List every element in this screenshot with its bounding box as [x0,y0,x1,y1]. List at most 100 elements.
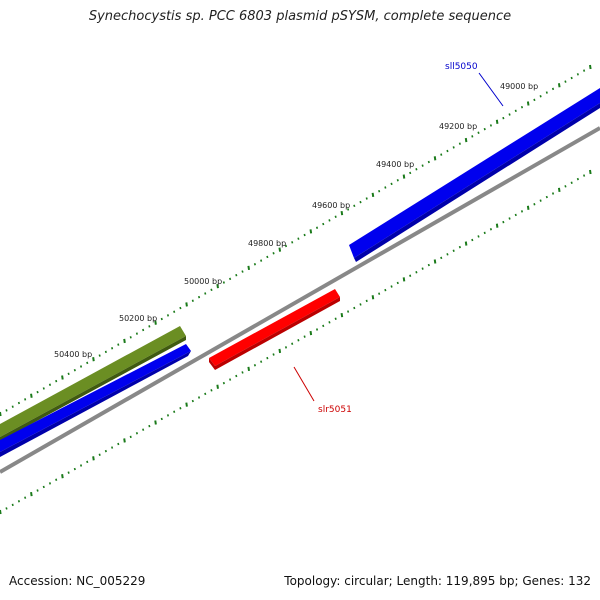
tick-mark [458,245,461,249]
tick-mark [104,449,107,453]
tick-mark [204,392,207,396]
tick-mark [297,237,300,240]
tick-mark [5,409,8,412]
tick-mark [526,205,530,210]
tick-mark [30,491,33,497]
tick-mark [117,442,120,446]
tick-mark [210,389,213,392]
tick-mark [471,238,474,242]
tick-mark [247,366,251,371]
tick-mark [359,303,362,306]
tick-mark [123,338,126,344]
tick-mark [229,277,232,281]
tick-label: 49200 bp [439,122,477,131]
tick-mark [471,135,474,138]
tick-mark [229,378,232,381]
ruler-labels: 49000 bp 49200 bp 49400 bp 49600 bp 4980… [54,82,538,359]
tick-mark [520,210,524,213]
tick-label: 49000 bp [500,82,538,91]
tick-mark [247,265,251,271]
tick-mark [210,288,213,292]
tick-mark [446,253,449,256]
tick-mark [564,80,567,83]
topology-summary: Topology: circular; Length: 119,895 bp; … [284,574,591,588]
tick-mark [533,98,536,102]
tick-mark [353,306,356,310]
tick-mark [241,270,244,273]
tick-mark [148,325,151,328]
tick-mark [384,288,387,292]
gene-name: slr5051 [318,405,352,415]
tick-mark [371,192,375,197]
tick-mark [402,277,406,282]
tick-mark [557,187,561,193]
tick-label: 49400 bp [376,160,414,169]
tick-label: 50400 bp [54,350,92,359]
tick-mark [322,222,325,226]
tick-mark [241,371,244,374]
tick-mark [253,263,256,266]
tick-mark [334,317,337,320]
tick-mark [197,295,201,299]
tick-mark [98,453,101,456]
tick-mark [328,321,331,324]
tick-mark [409,274,412,278]
tick-mark [483,127,486,131]
tick-mark [111,446,114,449]
tick-mark [11,405,14,408]
tick-mark [514,109,517,113]
gene-name: sll5050 [445,62,478,72]
tick-mark [526,101,530,106]
tick-mark [440,153,443,156]
tick-mark [129,336,132,339]
tick-mark [61,474,64,479]
tick-mark [508,217,511,220]
tick-mark [539,94,542,98]
tick-mark [359,200,362,204]
tick-mark [433,156,437,161]
accession-text: Accession: NC_005229 [9,574,146,588]
tick-mark [315,226,319,229]
tick-mark [303,335,306,338]
tick-mark [79,464,83,467]
gene-label-sll5050: sll5050 [445,62,504,107]
feature-blue-left [0,344,191,457]
tick-mark [86,460,89,464]
tick-mark [353,204,356,208]
tick-mark [235,273,238,277]
tick-mark [104,350,107,354]
tick-mark [297,338,300,342]
tick-mark [123,438,126,443]
tick-mark [390,182,393,186]
tick-mark [334,215,337,218]
tick-mark [98,354,101,357]
tick-mark [347,208,350,211]
tick-mark [557,83,561,88]
tick-mark [166,414,170,417]
tick-mark [160,417,163,421]
tick-mark [340,313,344,318]
tick-mark [11,503,14,507]
tick-mark [61,375,64,380]
tick-mark [378,189,381,193]
tick-mark [67,372,70,376]
tick-mark [421,267,424,270]
tick-mark [489,228,492,231]
tick-mark [502,116,505,120]
tick-mark [495,119,499,124]
tick-mark [440,256,443,260]
tick-mark [266,255,269,259]
tick-mark [266,356,269,360]
tick-mark [17,500,20,503]
tick-mark [390,285,393,288]
tick-mark [173,310,176,313]
tick-mark [197,396,201,399]
tick-mark [570,181,573,184]
tick-mark [402,174,406,179]
feature-blue-sll5050 [349,88,600,262]
tick-mark [154,320,157,325]
tick-mark [204,292,207,295]
tick-mark [545,195,548,199]
tick-label: 49800 bp [248,239,286,248]
tick-mark [185,302,188,307]
